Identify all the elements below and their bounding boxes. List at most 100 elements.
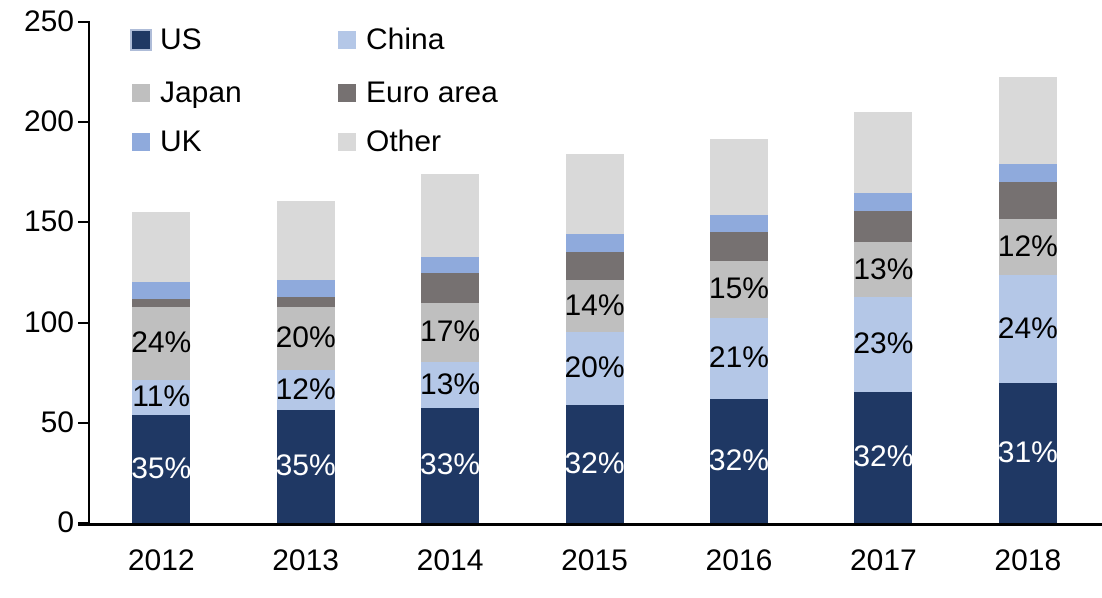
bar-2013: 20% 12% 35% — [275, 201, 336, 523]
legend-label-us: US — [160, 23, 202, 56]
bar-segment-euro-area-2015 — [565, 252, 624, 280]
data-label-japan-2012: 24% — [131, 326, 192, 360]
bar-segment-japan-2018: 12% — [997, 219, 1058, 275]
legend-swatch-other — [338, 133, 356, 151]
bar-segment-china-2016: 21% — [709, 317, 769, 399]
bar-segment-other-2013 — [276, 201, 335, 280]
bar-segment-japan-2012: 24% — [131, 306, 192, 380]
y-tick — [78, 221, 88, 224]
legend-label-other: Other — [366, 125, 442, 158]
data-label-japan-2017: 13% — [853, 252, 914, 286]
y-tick — [78, 21, 88, 23]
y-tick — [78, 421, 88, 424]
data-label-japan-2016: 15% — [708, 272, 769, 306]
legend-item-china: China — [338, 23, 445, 56]
x-tick-label-2016: 2016 — [705, 544, 773, 577]
bar-segment-uk-2012 — [132, 281, 191, 299]
bar-segment-euro-area-2012 — [132, 298, 191, 307]
bar-segment-china-2012: 11% — [132, 379, 191, 415]
data-label-japan-2014: 17% — [420, 315, 481, 349]
bar-segment-uk-2018 — [998, 164, 1057, 183]
y-tick-label: 50 — [40, 405, 74, 439]
bar-segment-other-2012 — [132, 212, 191, 282]
bar-segment-japan-2014: 17% — [420, 302, 481, 362]
bar-segment-us-2015: 32% — [564, 404, 625, 523]
data-label-china-2014: 13% — [420, 367, 481, 401]
bar-segment-euro-area-2016 — [709, 232, 768, 261]
bar-2015: 14% 20% 32% — [564, 154, 625, 523]
y-tick — [78, 121, 88, 124]
data-label-us-2012: 35% — [131, 451, 192, 485]
bar-segment-japan-2015: 14% — [564, 279, 625, 332]
legend-item-uk: UK — [132, 125, 202, 158]
y-tick-label: 0 — [57, 506, 74, 539]
x-tick-label-2013: 2013 — [272, 544, 339, 577]
data-label-us-2016: 32% — [708, 443, 769, 477]
data-label-japan-2015: 14% — [564, 288, 625, 322]
bar-segment-uk-2013 — [276, 279, 335, 297]
x-tick-label-2012: 2012 — [127, 544, 195, 577]
bar-segment-japan-2013: 20% — [275, 306, 336, 370]
legend-swatch-euro-area — [338, 84, 356, 102]
legend-swatch-china — [338, 31, 356, 49]
bar-segment-other-2014 — [421, 174, 480, 257]
data-label-china-2017: 23% — [853, 327, 914, 361]
x-tick-label-2015: 2015 — [561, 544, 628, 577]
data-label-china-2012: 11% — [132, 380, 191, 414]
x-tick-label-2014: 2014 — [416, 544, 484, 577]
bar-segment-japan-2017: 13% — [853, 242, 914, 297]
bar-2016: 15% 21% 32% — [708, 139, 769, 523]
bar-segment-china-2017: 23% — [853, 296, 914, 392]
bar-segment-us-2016: 32% — [708, 398, 769, 523]
bar-segment-euro-area-2018 — [998, 182, 1057, 220]
data-label-japan-2018: 12% — [997, 229, 1058, 263]
legend-label-japan: Japan — [160, 76, 242, 109]
y-tick-label: 150 — [23, 205, 74, 239]
legend-swatch-japan — [132, 84, 150, 102]
bar-segment-china-2014: 13% — [420, 361, 481, 408]
legend-item-other: Other — [338, 125, 442, 158]
legend-swatch-uk — [132, 133, 150, 151]
data-label-japan-2013: 20% — [275, 321, 336, 355]
bar-segment-other-2017 — [854, 112, 913, 194]
bar-segment-us-2018: 31% — [997, 382, 1058, 523]
x-tick-label-2018: 2018 — [994, 544, 1062, 577]
bar-segment-us-2017: 32% — [853, 391, 914, 523]
data-label-us-2014: 33% — [420, 448, 481, 482]
y-tick-label: 200 — [23, 105, 74, 139]
data-label-china-2015: 20% — [564, 351, 625, 385]
bar-segment-uk-2016 — [709, 215, 768, 233]
bar-segment-japan-2016: 15% — [708, 260, 769, 318]
x-tick-label-2017: 2017 — [849, 544, 917, 577]
bar-segment-euro-area-2013 — [276, 296, 335, 307]
bar-2012: 24% 11% 35% — [131, 212, 192, 523]
data-label-us-2015: 32% — [564, 446, 625, 480]
data-label-china-2013: 12% — [275, 372, 336, 406]
legend-item-us: US — [132, 23, 202, 56]
bar-2014: 17% 13% 33% — [420, 174, 481, 523]
bar-segment-china-2018: 24% — [997, 274, 1058, 383]
legend-label-euro-area: Euro area — [366, 76, 498, 109]
data-label-us-2017: 32% — [853, 440, 914, 474]
y-tick — [78, 522, 88, 524]
bar-2017: 13% 23% 32% — [853, 112, 914, 523]
legend-label-uk: UK — [160, 125, 202, 158]
y-tick — [78, 321, 88, 324]
legend-swatch-us — [132, 31, 150, 49]
y-axis-line — [88, 21, 90, 524]
bar-segment-other-2018 — [998, 77, 1057, 165]
bar-segment-china-2013: 12% — [275, 369, 336, 410]
bar-2018: 12% 24% 31% — [997, 77, 1058, 523]
x-axis-line — [78, 523, 1102, 526]
data-label-china-2018: 24% — [997, 311, 1058, 345]
bar-segment-euro-area-2017 — [854, 211, 913, 243]
bar-segment-uk-2017 — [854, 193, 913, 212]
data-label-us-2018: 31% — [997, 435, 1058, 469]
bar-segment-china-2015: 20% — [564, 331, 625, 405]
bar-segment-uk-2014 — [421, 256, 480, 273]
legend-label-china: China — [366, 23, 445, 56]
bar-segment-uk-2015 — [565, 234, 624, 253]
legend-item-euro-area: Euro area — [338, 76, 498, 109]
bar-segment-us-2014: 33% — [420, 407, 481, 523]
